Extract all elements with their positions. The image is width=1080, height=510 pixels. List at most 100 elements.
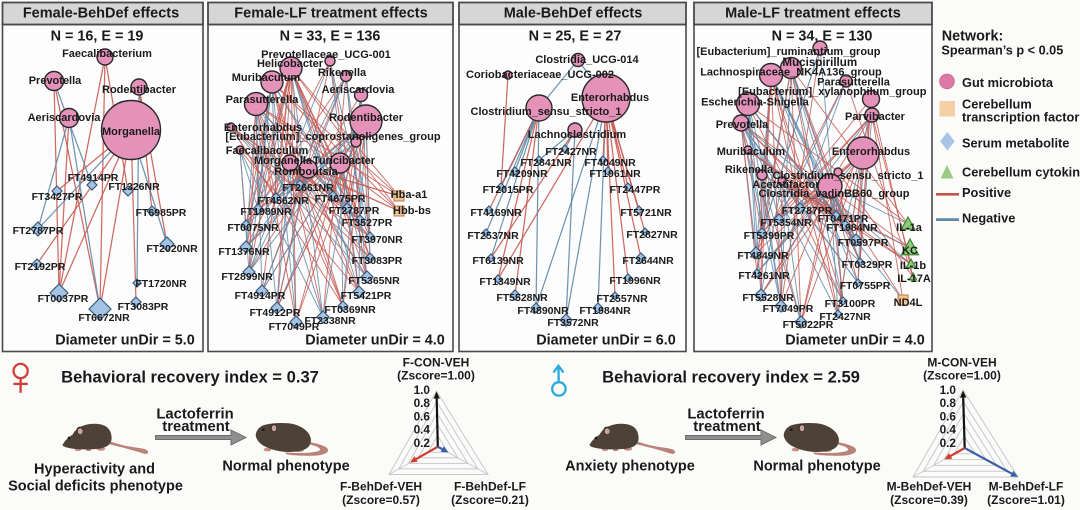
svg-text:0.6: 0.6 <box>940 409 957 423</box>
svg-text:FT4169NR: FT4169NR <box>470 207 522 219</box>
svg-text:Rodentibacter: Rodentibacter <box>102 84 177 96</box>
svg-text:Rodentibacter: Rodentibacter <box>329 112 404 124</box>
svg-text:Lactoferrin: Lactoferrin <box>687 407 764 423</box>
svg-text:FT2787PR: FT2787PR <box>329 205 380 217</box>
svg-text:Social deficits phenotype: Social deficits phenotype <box>8 479 183 495</box>
svg-text:Spearman’s p < 0.05: Spearman’s p < 0.05 <box>941 43 1063 57</box>
svg-text:FT5354NR: FT5354NR <box>760 217 812 229</box>
svg-text:FT2787PR: FT2787PR <box>782 205 833 217</box>
svg-text:Enterorhabdus: Enterorhabdus <box>832 146 910 158</box>
svg-text:Diameter unDir = 4.0: Diameter unDir = 4.0 <box>785 333 925 349</box>
svg-text:FT3083PR: FT3083PR <box>118 301 169 313</box>
svg-text:(Zscore=1.00): (Zscore=1.00) <box>923 369 1001 383</box>
svg-text:Romboutsia: Romboutsia <box>274 166 338 178</box>
svg-text:Network:: Network: <box>942 29 1004 45</box>
svg-text:FT2827NR: FT2827NR <box>626 229 678 241</box>
svg-text:FT2338NR: FT2338NR <box>304 315 356 327</box>
svg-text:F-BehDef-VEH: F-BehDef-VEH <box>340 480 422 494</box>
svg-text:Female-BehDef effects: Female-BehDef effects <box>23 6 179 22</box>
svg-text:(Zscore=0.57): (Zscore=0.57) <box>342 493 420 507</box>
svg-text:FT2015PR: FT2015PR <box>483 184 534 196</box>
svg-text:FT5528NR: FT5528NR <box>496 292 548 304</box>
svg-text:FT2427NR: FT2427NR <box>819 311 871 323</box>
svg-text:1.0: 1.0 <box>940 383 957 397</box>
svg-text:FT0369NR: FT0369NR <box>324 304 376 316</box>
svg-text:N = 16, E = 19: N = 16, E = 19 <box>51 29 144 45</box>
svg-text:(Zscore=1.01): (Zscore=1.01) <box>987 493 1065 507</box>
svg-text:FT0037PR: FT0037PR <box>38 293 89 305</box>
svg-text:FT0755PR: FT0755PR <box>840 280 891 292</box>
svg-text:0.4: 0.4 <box>940 423 957 437</box>
svg-text:FT1376NR: FT1376NR <box>218 246 270 258</box>
svg-text:FT3083PR: FT3083PR <box>352 255 403 267</box>
svg-text:Clostridia_UCG-014: Clostridia_UCG-014 <box>535 54 639 66</box>
svg-text:FT4049NR: FT4049NR <box>584 157 636 169</box>
svg-text:treatment: treatment <box>162 419 229 435</box>
svg-text:Mucispirillum: Mucispirillum <box>782 56 857 69</box>
svg-text:FT7049PR: FT7049PR <box>269 321 320 333</box>
svg-text:Positive: Positive <box>962 185 1011 200</box>
svg-text:FT2447PR: FT2447PR <box>610 184 661 196</box>
svg-text:FT1984NR: FT1984NR <box>826 222 878 234</box>
svg-text:Prevotella: Prevotella <box>29 75 82 87</box>
svg-text:Lactoferrin: Lactoferrin <box>156 407 233 423</box>
svg-text:FT6985PR: FT6985PR <box>136 207 187 219</box>
svg-text:Parvibacter: Parvibacter <box>845 111 906 123</box>
svg-text:Diameter unDir = 4.0: Diameter unDir = 4.0 <box>305 333 445 349</box>
svg-text:IL-1b: IL-1b <box>900 260 927 272</box>
svg-text:FT0597PR: FT0597PR <box>838 237 889 249</box>
svg-text:FT1720NR: FT1720NR <box>135 278 187 290</box>
svg-text:Negative: Negative <box>962 210 1015 225</box>
svg-text:FT2661NR: FT2661NR <box>282 182 334 194</box>
svg-text:FT0329PR: FT0329PR <box>842 259 893 271</box>
svg-text:(Zscore=0.21): (Zscore=0.21) <box>451 493 529 507</box>
svg-text:FT5528NR: FT5528NR <box>742 292 794 304</box>
svg-text:Hba-a1: Hba-a1 <box>391 189 428 201</box>
svg-text:Lachnospiraceae_NK4A136_group: Lachnospiraceae_NK4A136_group <box>700 67 882 79</box>
svg-text:[Eubacterium]_xylanophilum_gro: [Eubacterium]_xylanophilum_group <box>738 86 927 98</box>
svg-text:(Zscore=0.39): (Zscore=0.39) <box>890 493 968 507</box>
svg-text:FT1989NR: FT1989NR <box>240 206 292 218</box>
svg-text:FT1961NR: FT1961NR <box>589 168 641 180</box>
svg-text:FT7049PR: FT7049PR <box>763 303 814 315</box>
svg-text:Morganella: Morganella <box>102 126 161 138</box>
svg-text:Prevotellaceae_UCG-001: Prevotellaceae_UCG-001 <box>261 49 391 61</box>
svg-text:KC: KC <box>902 245 918 257</box>
svg-text:0.2: 0.2 <box>414 436 431 450</box>
svg-text:FT6139NR: FT6139NR <box>472 255 524 267</box>
svg-text:N = 33, E = 136: N = 33, E = 136 <box>280 29 381 45</box>
svg-text:Male-BehDef effects: Male-BehDef effects <box>504 6 643 22</box>
svg-text:FT0471PR: FT0471PR <box>818 213 869 225</box>
svg-text:Prevotella: Prevotella <box>716 119 769 131</box>
svg-text:Normal phenotype: Normal phenotype <box>753 459 880 475</box>
svg-text:Hbb-bs: Hbb-bs <box>393 205 431 217</box>
svg-text:FT4562NR: FT4562NR <box>257 195 309 207</box>
svg-text:Normal phenotype: Normal phenotype <box>222 459 349 475</box>
svg-text:Aeriscardovia: Aeriscardovia <box>322 84 396 96</box>
svg-text:Female-LF treatment effects: Female-LF treatment effects <box>234 6 427 22</box>
svg-text:FT3527PR: FT3527PR <box>342 217 393 229</box>
svg-text:FT4261NR: FT4261NR <box>738 270 790 282</box>
svg-text:Clostridia_vadinBB60_group: Clostridia_vadinBB60_group <box>759 188 910 200</box>
svg-text:FT2841NR: FT2841NR <box>520 157 572 169</box>
svg-text:Rikenella: Rikenella <box>318 67 367 79</box>
svg-text:IL-1a: IL-1a <box>896 222 923 234</box>
svg-text:Hyperactivity and: Hyperactivity and <box>34 462 155 478</box>
svg-text:F-CON-VEH: F-CON-VEH <box>403 356 470 370</box>
svg-text:FT1349NR: FT1349NR <box>479 276 531 288</box>
svg-text:Clostridium_sensu_stricto_1: Clostridium_sensu_stricto_1 <box>471 106 622 118</box>
svg-text:FT5721NR: FT5721NR <box>620 207 672 219</box>
svg-text:Cerebellum cytokine: Cerebellum cytokine <box>962 164 1080 179</box>
svg-text:FT3427PR: FT3427PR <box>32 191 83 203</box>
svg-text:FT4914PR: FT4914PR <box>68 172 119 184</box>
svg-text:FT1996NR: FT1996NR <box>609 275 661 287</box>
svg-text:FT3970NR: FT3970NR <box>351 234 403 246</box>
svg-text:0.4: 0.4 <box>414 423 431 437</box>
svg-text:Lachnoclostridium: Lachnoclostridium <box>528 129 627 141</box>
svg-text:Cerebellum: Cerebellum <box>962 97 1032 112</box>
svg-text:FT4890NR: FT4890NR <box>517 305 569 317</box>
svg-text:Behavioral recovery index = 0.: Behavioral recovery index = 0.37 <box>61 368 319 387</box>
svg-text:Muribaculum: Muribaculum <box>717 146 786 158</box>
svg-text:M-BehDef-VEH: M-BehDef-VEH <box>887 480 972 494</box>
svg-text:Enterorhabdus: Enterorhabdus <box>571 92 649 104</box>
